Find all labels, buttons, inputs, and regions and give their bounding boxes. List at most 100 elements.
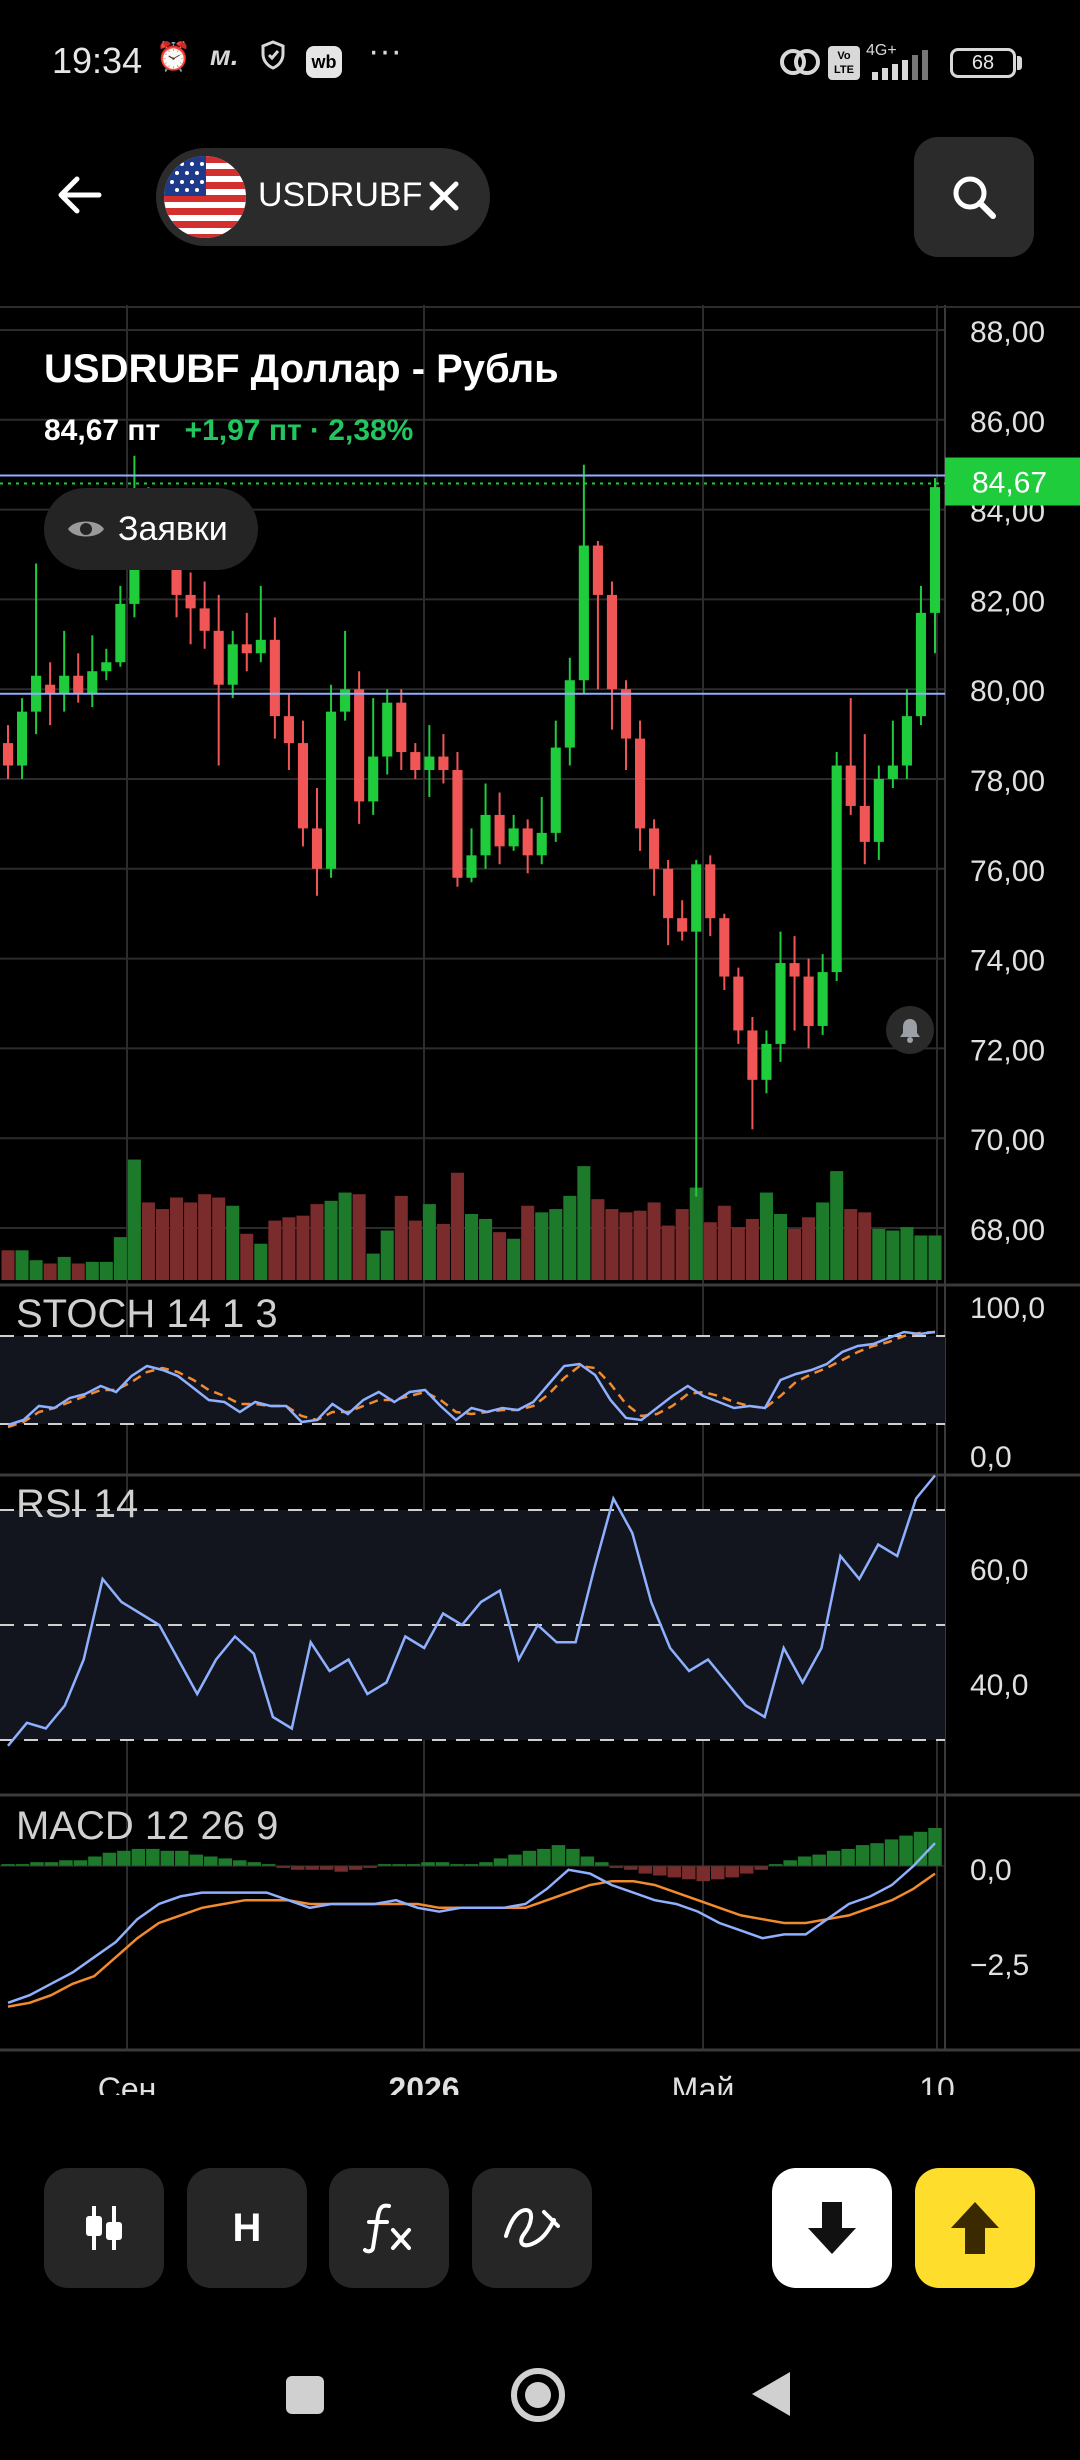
price-chart[interactable]: 88,0086,0084,0082,0080,0078,0076,0074,00… [0, 305, 1080, 2095]
candle-body [297, 743, 309, 829]
macd-histogram-bar [102, 1852, 117, 1866]
indicators-button[interactable] [329, 2168, 449, 2288]
candle-body [438, 756, 449, 771]
macd-histogram-bar [30, 1862, 44, 1866]
volume-bar [717, 1205, 731, 1280]
orders-toggle[interactable]: Заявки [44, 488, 258, 570]
volume-bar [282, 1217, 296, 1280]
macd-histogram-bar [595, 1862, 609, 1866]
candle-body [396, 702, 407, 753]
candle-body [410, 752, 421, 771]
macd-histogram-bar [377, 1864, 392, 1866]
volume-bar [338, 1192, 352, 1280]
search-button[interactable] [914, 137, 1034, 257]
candle-body [424, 756, 435, 771]
back-button[interactable] [44, 160, 114, 230]
volume-bar [872, 1228, 886, 1280]
macd-histogram-bar [768, 1864, 783, 1866]
candle-body [16, 711, 28, 766]
candle-body [283, 716, 294, 744]
time-axis-label: 10 [919, 2071, 955, 2095]
volume-bar [549, 1209, 563, 1280]
candle-body [241, 644, 252, 654]
network-label: 4G+ [866, 42, 897, 59]
candle-body [564, 680, 575, 748]
volume-bar [240, 1233, 254, 1280]
timeframe-button[interactable]: Н [187, 2168, 307, 2288]
macd-histogram-bar [218, 1858, 233, 1866]
candle-body [480, 814, 491, 856]
us-flag-icon [164, 156, 246, 238]
candle-body [87, 671, 98, 694]
candle-body [382, 702, 393, 757]
volume-bar [212, 1197, 226, 1280]
macd-line [7, 1842, 936, 2004]
price-alert-button[interactable] [886, 1006, 934, 1054]
volume-bar [830, 1171, 844, 1280]
stoch-k-line [7, 1330, 936, 1427]
recents-button[interactable] [286, 2376, 324, 2414]
volume-bar [464, 1214, 479, 1280]
macd-histogram-bar [146, 1848, 160, 1866]
macd-histogram-bar [841, 1848, 855, 1866]
candle-body [508, 828, 519, 847]
macd-histogram-bar [189, 1854, 204, 1866]
candle-body [340, 689, 351, 712]
draw-icon [504, 2207, 560, 2248]
volume-bar [394, 1195, 408, 1280]
volume-bar [254, 1243, 268, 1280]
stoch-d-line [7, 1330, 936, 1429]
volume-bar [689, 1187, 703, 1280]
candle-body [803, 976, 814, 1026]
candle-body [101, 662, 112, 672]
back-nav-button[interactable] [752, 2372, 790, 2416]
macd-histogram-bar [797, 1856, 812, 1866]
candle-body [325, 711, 337, 869]
ticker-label: USDRUBF [258, 176, 423, 214]
candle-body [59, 675, 70, 694]
volume-bar [858, 1212, 872, 1280]
more-icon: ··· [368, 32, 402, 70]
volume-bar [450, 1172, 464, 1280]
candle-body [311, 828, 323, 869]
drawing-tools-button[interactable] [472, 2168, 592, 2288]
price-axis-label: 76,00 [970, 855, 1045, 888]
macd-histogram-bar [739, 1866, 754, 1874]
candle-body [466, 855, 477, 878]
volume-bar [85, 1261, 99, 1280]
close-ticker-button[interactable] [426, 168, 462, 225]
macd-histogram-bar [15, 1864, 30, 1866]
chart-type-button[interactable] [44, 2168, 164, 2288]
price-axis-label: 74,00 [970, 945, 1045, 978]
macd-histogram-bar [899, 1835, 913, 1866]
candle-body [606, 594, 618, 690]
home-button[interactable] [511, 2368, 565, 2422]
candle-body [873, 779, 884, 842]
close-icon [429, 181, 459, 211]
candles-icon [86, 2206, 122, 2250]
volume-bar [380, 1230, 394, 1280]
volume-bar [141, 1202, 155, 1280]
volume-bar [731, 1227, 745, 1280]
macd-histogram-bar [682, 1866, 696, 1880]
volume-bar [745, 1218, 759, 1280]
price-axis-label: 78,00 [970, 765, 1045, 798]
macd-histogram-bar [363, 1866, 377, 1868]
stoch-axis-label: 0,0 [970, 1441, 1012, 1474]
time-axis-label: Май [672, 2071, 735, 2095]
battery-tip [1017, 56, 1022, 70]
volume-bar [29, 1260, 43, 1280]
macd-histogram-bar [913, 1831, 928, 1866]
candle-body [649, 828, 660, 869]
volume-bar [703, 1222, 717, 1280]
volume-bar [1, 1250, 15, 1280]
candle-body [255, 639, 266, 654]
macd-histogram-bar [73, 1860, 88, 1866]
volume-bar [479, 1218, 493, 1280]
macd-histogram-bar [44, 1862, 59, 1866]
candle-body [845, 765, 856, 806]
volume-bar [914, 1235, 928, 1280]
sell-button[interactable] [772, 2168, 892, 2288]
candle-body [536, 832, 547, 856]
buy-button[interactable] [915, 2168, 1035, 2288]
